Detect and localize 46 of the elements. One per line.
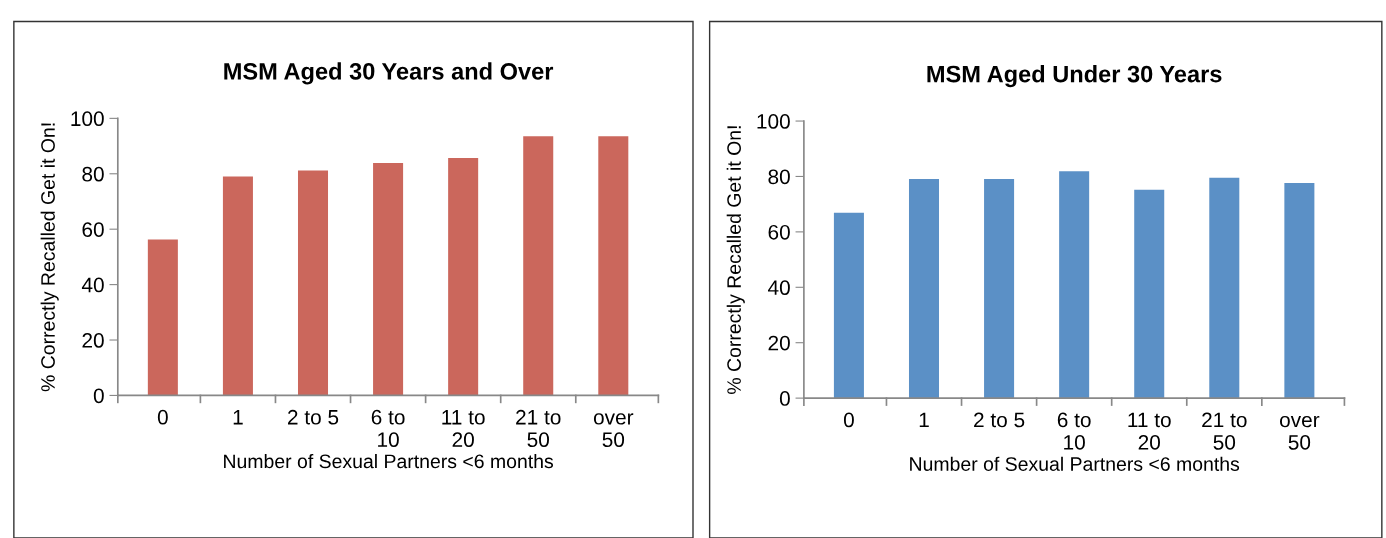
y-tick-label: 60: [82, 222, 104, 237]
bar: [598, 136, 629, 396]
x-tick-label: 2 to 5: [974, 412, 1025, 428]
y-axis-title: % Correctly Recalled Get it On!: [40, 123, 59, 392]
x-tick-label: 11 to 20: [1128, 412, 1171, 450]
y-tick-label: 100: [757, 114, 790, 129]
x-tick-label: 0: [157, 409, 168, 425]
x-tick-label: 21 to 50: [516, 409, 561, 448]
x-axis-title: Number of Sexual Partners <6 months: [224, 453, 554, 469]
chart-title: MSM Aged Under 30 Years: [927, 65, 1222, 88]
y-tick-label: 20: [768, 335, 790, 351]
x-tick-label: 2 to 5: [287, 409, 339, 425]
bar: [448, 157, 479, 396]
bar: [984, 178, 1015, 399]
y-tick-label: 100: [71, 111, 104, 127]
bar: [1059, 171, 1090, 399]
x-tick-label: 1: [919, 412, 929, 428]
y-tick-label: 80: [82, 166, 104, 182]
x-axis-title: Number of Sexual Partners <6 months: [910, 456, 1240, 471]
x-tick-label: over 50: [1279, 415, 1320, 450]
bar: [523, 136, 554, 396]
y-axis-title: % Correctly Recalled Get it On!: [726, 126, 745, 394]
x-tick-label: 0: [843, 412, 854, 428]
y-tick-label: 40: [81, 277, 104, 293]
y-tick-label: 0: [779, 391, 790, 406]
y-tick-label: 60: [768, 224, 790, 240]
bar: [1134, 189, 1165, 399]
bar: [147, 239, 178, 396]
chart-title: MSM Aged 30 Years and Over: [224, 62, 554, 85]
bar: [833, 212, 864, 399]
x-tick-label: 1: [233, 410, 243, 425]
x-tick-label: 11 to 20: [442, 410, 485, 448]
bar: [297, 170, 329, 396]
x-tick-label: over 50: [593, 413, 634, 448]
x-tick-label: 21 to 50: [1202, 412, 1247, 450]
bar: [373, 162, 404, 396]
y-tick-label: 20: [82, 333, 104, 348]
bar: [222, 176, 253, 396]
y-tick-label: 80: [768, 169, 790, 185]
y-tick-label: 40: [767, 280, 790, 296]
bar: [1209, 177, 1240, 399]
y-tick-label: 0: [93, 388, 104, 404]
x-tick-label: 6 to 10: [1057, 412, 1091, 450]
x-tick-label: 6 to 10: [371, 409, 405, 448]
bar: [908, 178, 940, 399]
bar: [1284, 183, 1315, 399]
